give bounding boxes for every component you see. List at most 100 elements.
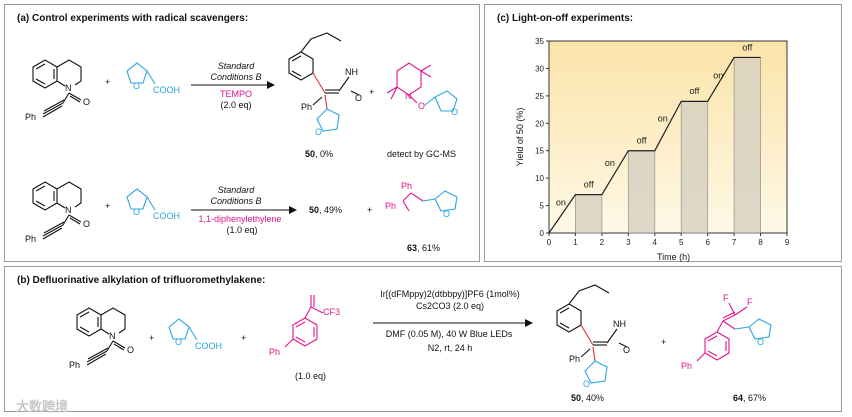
panel-c: (c) Light-on-off experiments: 0 1 2 3 4 5 6 7 8 9…	[484, 4, 842, 262]
lactam-nh: NH	[613, 319, 626, 329]
adduct-63-label: 63, 61%	[407, 243, 440, 253]
product-50-structure	[556, 284, 628, 384]
compound-number: 63	[407, 243, 418, 253]
compound-number: 50	[571, 393, 582, 403]
compound-number: 50	[305, 149, 316, 159]
watermark: 大数跨境	[16, 399, 69, 414]
product-phenyl: Ph	[569, 354, 581, 364]
atom-n: N	[65, 83, 72, 93]
reactant-quinoline-1	[32, 59, 82, 118]
atom-o: O	[83, 219, 91, 229]
on-off-annotation: off	[584, 179, 594, 189]
compound-number: 64	[733, 393, 744, 403]
panel-b: (b) Defluorinative alkylation of trifluo…	[4, 266, 842, 412]
plus-sign: +	[105, 201, 111, 211]
compound-yield: , 40%	[581, 393, 605, 403]
product-phenyl: Ph	[301, 102, 313, 112]
lactam-oxygen: O	[355, 93, 363, 103]
atmosphere-condition: N2, rt, 24 h	[427, 343, 473, 353]
additive-diphenylethylene: 1,1-diphenylethylene	[198, 214, 282, 224]
trifluoromethylalkene-structure	[284, 295, 324, 348]
off-interval-bar	[627, 150, 656, 234]
adduct-oxygen: O	[443, 209, 451, 219]
adduct-64-structure	[696, 302, 772, 362]
y-tick-label: 25	[535, 92, 544, 101]
reaction-arrow	[191, 206, 297, 214]
tempo-nitrogen: N	[405, 91, 412, 101]
y-tick-label: 15	[535, 147, 544, 156]
panel-a-title: (a) Control experiments with radical sca…	[17, 13, 249, 24]
plus-sign: +	[105, 77, 111, 87]
phenyl-label: Ph	[25, 112, 37, 122]
additive-equiv: (1.0 eq)	[226, 225, 258, 235]
compound-yield: , 0%	[315, 149, 334, 159]
atom-n: N	[109, 331, 116, 341]
adduct-63-structure	[402, 190, 458, 212]
y-tick-label: 30	[535, 64, 544, 73]
on-off-annotation: on	[556, 198, 566, 208]
atom-n: N	[65, 205, 72, 215]
on-off-annotation: on	[658, 114, 668, 124]
off-interval-bar	[733, 57, 761, 234]
adduct-64-label: 64, 67%	[733, 393, 766, 403]
light-on-off-chart: 0 1 2 3 4 5 6 7 8 9 0 5 10 15 20 25 30 35 on off on off on off o…	[515, 37, 790, 247]
thf-acid-1	[126, 62, 156, 85]
catalyst-condition: Ir[(dFMppy)2(dtbbpy)]PF6 (1mol%)	[380, 289, 520, 299]
alkene-phenyl: Ph	[269, 347, 281, 357]
compound-number: 50	[309, 205, 320, 215]
phenyl-label: Ph	[25, 234, 37, 244]
fluorine-1: F	[723, 293, 729, 303]
conditions-line1: Standard	[217, 61, 255, 71]
thf-oxygen: O	[175, 337, 183, 347]
additive-equiv: (2.0 eq)	[220, 100, 252, 110]
lactam-nh: NH	[345, 67, 358, 77]
product-thf-oxygen: O	[315, 127, 323, 137]
atom-o: O	[83, 97, 91, 107]
carboxylic-acid-label: COOH	[153, 85, 180, 95]
reaction-arrow	[373, 319, 533, 327]
adduct-phenyl-1: Ph	[401, 181, 413, 191]
on-off-annotation: off	[690, 86, 700, 96]
off-interval-bar	[680, 100, 709, 234]
product-50-label: 50, 0%	[305, 149, 333, 159]
x-tick-label: 1	[573, 238, 578, 247]
x-axis-label: Time (h)	[657, 252, 691, 262]
yield-line	[548, 56, 761, 234]
product-50-structure	[288, 32, 360, 132]
x-tick-label: 0	[547, 238, 552, 247]
tempo-thf-oxygen: O	[451, 107, 459, 117]
alkene-equiv: (1.0 eq)	[295, 371, 327, 381]
x-tick-label: 3	[626, 238, 631, 247]
detection-note: detect by GC-MS	[387, 149, 457, 159]
plus-sign: +	[149, 333, 155, 343]
chart-title: (c) Light-on-off experiments:	[497, 13, 634, 24]
compound-yield: , 61%	[417, 243, 441, 253]
solvent-condition: DMF (0.05 M), 40 W Blue LEDs	[385, 329, 513, 339]
panel-b-title: (b) Defluorinative alkylation of trifluo…	[17, 275, 266, 286]
compound-yield: , 49%	[319, 205, 343, 215]
y-axis-label: Yield of 50 (%)	[515, 108, 525, 167]
panel-a: (a) Control experiments with radical sca…	[4, 4, 480, 262]
x-tick-label: 6	[705, 238, 710, 247]
adduct-oxygen: O	[757, 337, 765, 347]
on-off-annotation: off	[742, 42, 752, 52]
x-tick-label: 2	[600, 238, 605, 247]
reaction-arrow	[191, 81, 275, 89]
product-thf-oxygen: O	[583, 379, 591, 389]
phenyl-label: Ph	[69, 360, 81, 370]
conditions-line2: Conditions B	[210, 72, 262, 82]
adduct-phenyl-2: Ph	[385, 201, 397, 211]
y-tick-label: 5	[540, 202, 545, 211]
fluorine-2: F	[747, 297, 753, 307]
off-interval-bar	[575, 194, 603, 234]
reactant-quinoline-2	[32, 181, 82, 240]
conditions-line1: Standard	[217, 185, 255, 195]
product-50-label: 50, 40%	[571, 393, 604, 403]
x-tick-label: 8	[758, 238, 763, 247]
thf-oxygen: O	[133, 81, 141, 91]
additive-tempo: TEMPO	[219, 89, 252, 99]
cf3-label: CF3	[323, 307, 341, 317]
lactam-oxygen: O	[623, 345, 631, 355]
thf-oxygen: O	[133, 207, 141, 217]
y-tick-label: 20	[535, 119, 544, 128]
